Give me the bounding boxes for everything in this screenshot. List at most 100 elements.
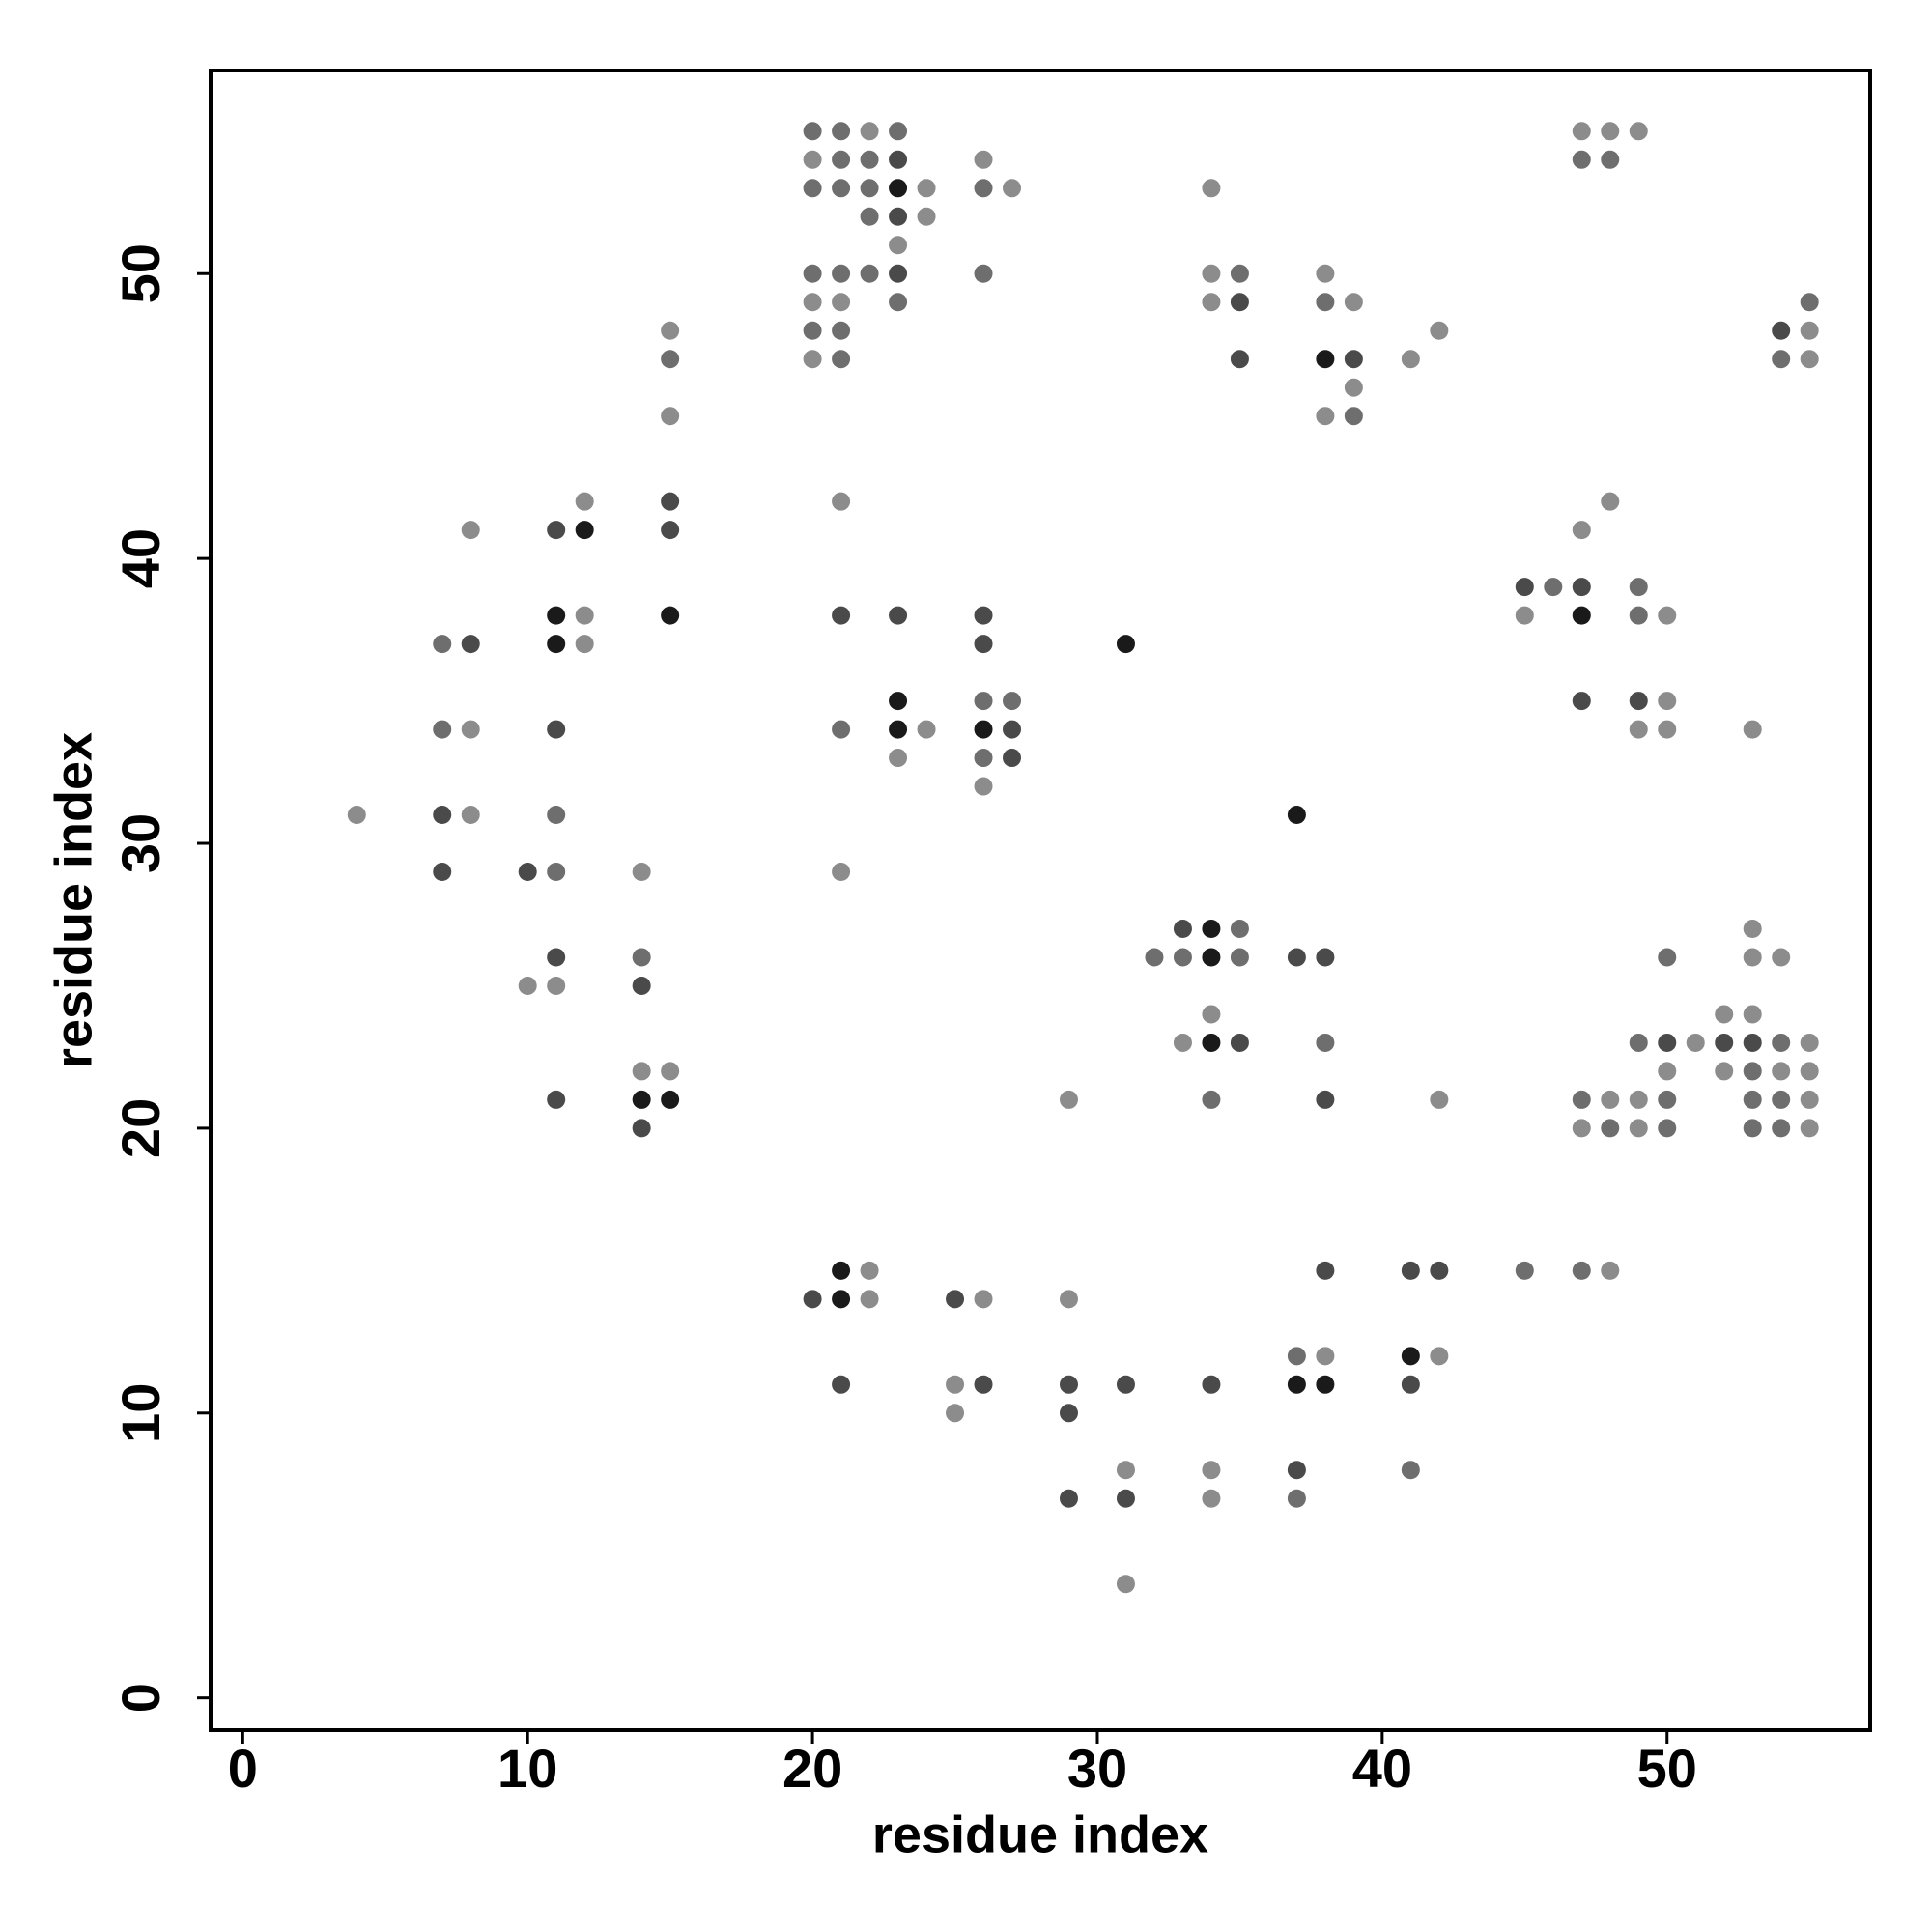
point [974,749,993,768]
point [1800,293,1819,312]
point [917,720,936,739]
point [1316,264,1335,283]
x-tick-label: 30 [1067,1738,1127,1799]
point [661,407,680,426]
point [632,1119,651,1138]
point [1116,1575,1135,1594]
point [1800,1033,1819,1052]
point [1686,1033,1705,1052]
point [889,207,908,226]
point [889,749,908,768]
point [974,692,993,711]
point [1230,264,1249,283]
point [860,264,879,283]
point [974,150,993,169]
point [832,492,851,511]
point [1316,1375,1335,1394]
point [832,1261,851,1280]
point [1572,122,1591,141]
point [832,150,851,169]
point [1430,1347,1449,1366]
point [1202,1375,1221,1394]
point [632,976,651,995]
point [1316,1090,1335,1109]
point [1572,692,1591,711]
point [1401,1347,1420,1366]
point [1544,578,1563,597]
point [433,863,452,882]
point [1743,1090,1762,1109]
point [1059,1090,1078,1109]
point [946,1404,965,1423]
point [1287,1347,1306,1366]
y-tick-label: 0 [110,1683,171,1713]
point [1316,948,1335,967]
point [1202,293,1221,312]
point [661,1062,680,1081]
y-tick-label: 30 [110,813,171,873]
point [1316,1261,1335,1280]
point [974,720,993,739]
point [917,207,936,226]
point [1287,1461,1306,1480]
point [1572,150,1591,169]
point [1116,635,1135,654]
point [832,293,851,312]
point [661,321,680,340]
point [1601,1090,1620,1109]
point [1772,321,1791,340]
point [1658,1062,1677,1081]
point [1515,1261,1534,1280]
plot-frame [209,69,1872,1732]
point [1344,350,1363,369]
point [974,179,993,198]
point [889,150,908,169]
point [832,606,851,625]
point [547,635,566,654]
point [803,264,822,283]
point [1800,1062,1819,1081]
point [1430,321,1449,340]
point [1202,948,1221,967]
point [803,179,822,198]
point [1316,1347,1335,1366]
x-tick-label: 50 [1637,1738,1697,1799]
point [832,1375,851,1394]
point [1572,1261,1591,1280]
point [433,635,452,654]
point [1202,1489,1221,1508]
point [661,606,680,625]
point [1430,1090,1449,1109]
point [1116,1489,1135,1508]
point [1230,948,1249,967]
point [1059,1375,1078,1394]
point [632,948,651,967]
point [889,606,908,625]
point [575,492,594,511]
point [889,122,908,141]
point [1743,919,1762,938]
point [1658,1033,1677,1052]
point [1059,1290,1078,1309]
point [1316,1033,1335,1052]
y-axis-label: residue index [44,732,102,1068]
point [461,635,480,654]
point [1202,1090,1221,1109]
point [832,264,851,283]
point [1401,350,1420,369]
point [1173,948,1192,967]
point [1772,1062,1791,1081]
point [547,806,566,825]
point [1202,1461,1221,1480]
point [1658,692,1677,711]
point [832,179,851,198]
point [1629,578,1648,597]
point [1430,1261,1449,1280]
point [974,1375,993,1394]
point [1601,1119,1620,1138]
point [433,806,452,825]
point [1401,1461,1420,1480]
